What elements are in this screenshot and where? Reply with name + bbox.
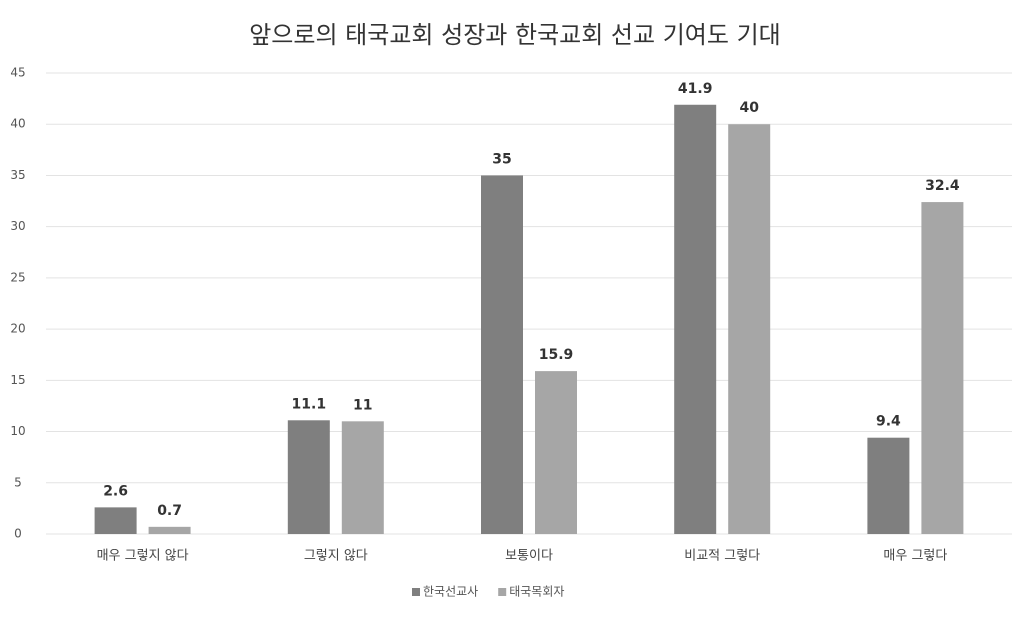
value-label: 35: [492, 151, 511, 167]
y-tick-label: 45: [10, 66, 25, 80]
y-tick-label: 15: [10, 373, 25, 387]
legend-marker: [498, 588, 507, 596]
y-tick-label: 30: [10, 219, 25, 233]
value-label: 40: [739, 100, 759, 116]
bar: [867, 437, 910, 534]
value-label: 41.9: [678, 81, 713, 97]
value-label: 2.6: [103, 483, 128, 499]
value-label: 11: [353, 397, 372, 413]
x-tick-label: 보통이다: [505, 549, 553, 564]
legend-label: 태국목회자: [509, 585, 564, 599]
y-tick-label: 0: [14, 527, 22, 541]
bar: [481, 175, 523, 534]
legend-marker: [412, 588, 420, 596]
bar: [728, 124, 771, 534]
bar: [341, 421, 384, 534]
y-tick-label: 25: [10, 270, 25, 284]
value-label: 9.4: [876, 414, 901, 430]
y-tick-label: 35: [10, 168, 25, 182]
value-label: 0.7: [157, 503, 182, 519]
x-tick-label: 그렇지 않다: [304, 549, 368, 564]
value-label: 15.9: [539, 347, 574, 363]
y-tick-label: 10: [10, 424, 25, 438]
legend-label: 한국선교사: [423, 585, 478, 599]
value-label: 11.1: [292, 396, 327, 412]
bar: [148, 526, 191, 534]
y-tick-label: 20: [10, 322, 25, 336]
bar: [674, 104, 717, 534]
x-tick-label: 비교적 그렇다: [684, 549, 760, 564]
bar: [287, 420, 330, 534]
x-tick-label: 매우 그렇지 않다: [97, 549, 189, 564]
y-tick-label: 5: [14, 475, 22, 489]
y-tick-label: 40: [10, 117, 25, 131]
value-label: 32.4: [925, 178, 960, 194]
bar: [94, 507, 137, 534]
bar: [921, 202, 964, 534]
x-tick-label: 매우 그렇다: [883, 549, 947, 564]
bar: [535, 371, 577, 534]
chart-title: 앞으로의 태국교회 성장과 한국교회 선교 기여도 기대: [249, 21, 781, 49]
